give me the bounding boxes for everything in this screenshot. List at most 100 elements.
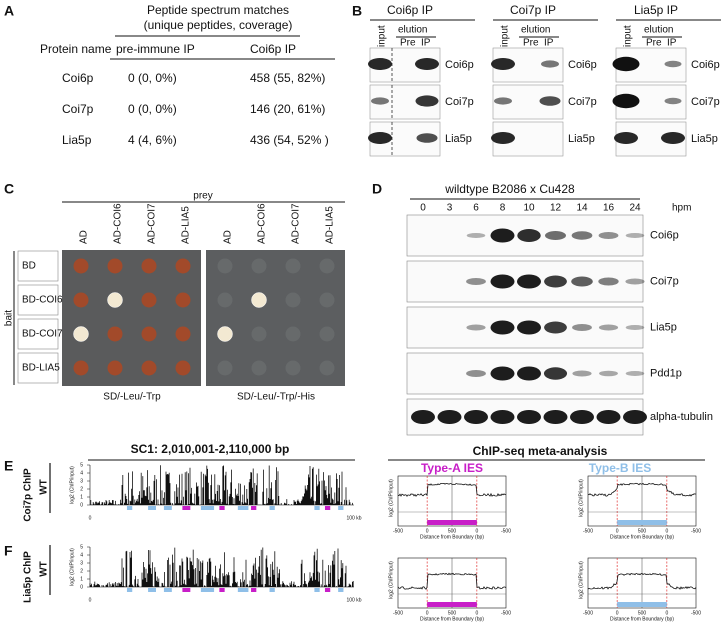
y-tick-label: 2 [80,486,83,492]
table-header: Peptide spectrum matches [147,3,289,17]
colony [73,258,89,274]
plate-label: SD/-Leu/-Trp/-His [237,392,315,403]
band [494,97,512,105]
band [612,93,640,109]
colony [319,360,335,376]
band [572,370,592,377]
band [466,278,486,285]
ies [148,588,156,592]
plate-label: SD/-Leu/-Trp [103,392,161,403]
ies-bar [617,520,667,525]
band [517,410,541,424]
x-tick-label: 100 kb [346,515,361,521]
band [490,274,515,289]
protein-label: Coi7p [691,96,720,108]
meta-profile [397,482,507,497]
colony [285,292,301,308]
colony [251,326,267,342]
column-label: AD-LIA5 [181,206,192,244]
table-cell: 458 (55, 82%) [250,71,325,85]
band [664,97,682,105]
ies [163,506,172,510]
band [415,58,439,70]
ies-bar [617,602,667,607]
lane-label: Pre [523,38,539,49]
x-tick-label: -500 [501,610,511,616]
x-tick-label: 0 [89,597,92,603]
colony [217,292,233,308]
band [517,320,541,335]
column-label: AD-COI7 [291,203,302,244]
column-header: pre-immune IP [116,42,195,56]
axis-title: Distance from Boundary (bp) [610,534,674,540]
band [490,228,515,243]
lane-label: input [377,25,388,47]
x-tick-label: -500 [691,528,701,534]
track-label: Coi7p ChIP [23,468,34,522]
colony [217,360,233,376]
colony [73,292,89,308]
track-label: WT [39,561,50,577]
band [598,277,619,286]
band [571,231,593,240]
row-label: BD-COI6 [22,295,63,306]
y-tick-label: 2 [80,568,83,574]
band [517,366,541,381]
lane-label: Pre [646,38,662,49]
ies [324,588,331,592]
band [490,410,515,424]
colony [217,326,233,342]
band [612,56,640,72]
axis-title: Distance from Boundary (bp) [420,616,484,622]
ies [182,506,191,510]
type-label: Type-B IES [589,461,651,475]
axis-label: prey [193,191,212,202]
ies [269,506,275,510]
band [570,410,594,424]
ies [126,588,133,592]
band [625,233,645,238]
track-label: WT [39,479,50,495]
axis-label: bait [4,310,15,326]
timepoint-label: 3 [447,203,453,214]
band [623,410,647,424]
signal [90,465,353,505]
row-box [17,352,59,384]
protein-label: Lia5p [691,133,718,145]
protein-label: Lia5p [650,321,677,333]
ies [338,506,344,510]
colony [319,258,335,274]
colony [141,292,157,308]
x-tick-label: 500 [638,528,647,534]
band [490,366,515,381]
colony [319,292,335,308]
colony [175,258,191,274]
band [517,229,541,242]
y-tick-label: 0 [80,584,83,590]
ies [324,506,331,510]
lane-label: IP [421,38,431,49]
ies-bar [427,520,477,525]
colony [319,326,335,342]
colony [73,360,89,376]
band [543,410,568,424]
row-box [17,318,59,350]
y-tick-label: 5 [80,462,83,468]
table-cell: 4 (4, 6%) [128,133,177,147]
timepoint-label: 10 [523,203,535,214]
band [664,60,682,68]
timepoint-label: 0 [420,203,426,214]
band [544,321,567,334]
y-tick-label: 1 [80,494,83,500]
table-cell: Coi7p [62,102,94,116]
protein-label: Coi6p [650,229,679,241]
y-tick-label: 4 [80,470,83,476]
protein-label: alpha-tubulin [650,411,713,423]
blot-title: Coi7p IP [510,3,556,17]
ies [338,588,344,592]
meta-profile [587,572,697,590]
lane-label: IP [667,38,677,49]
blot-title: Coi6p IP [387,3,433,17]
column-header: Protein name [40,42,112,56]
colony [175,360,191,376]
